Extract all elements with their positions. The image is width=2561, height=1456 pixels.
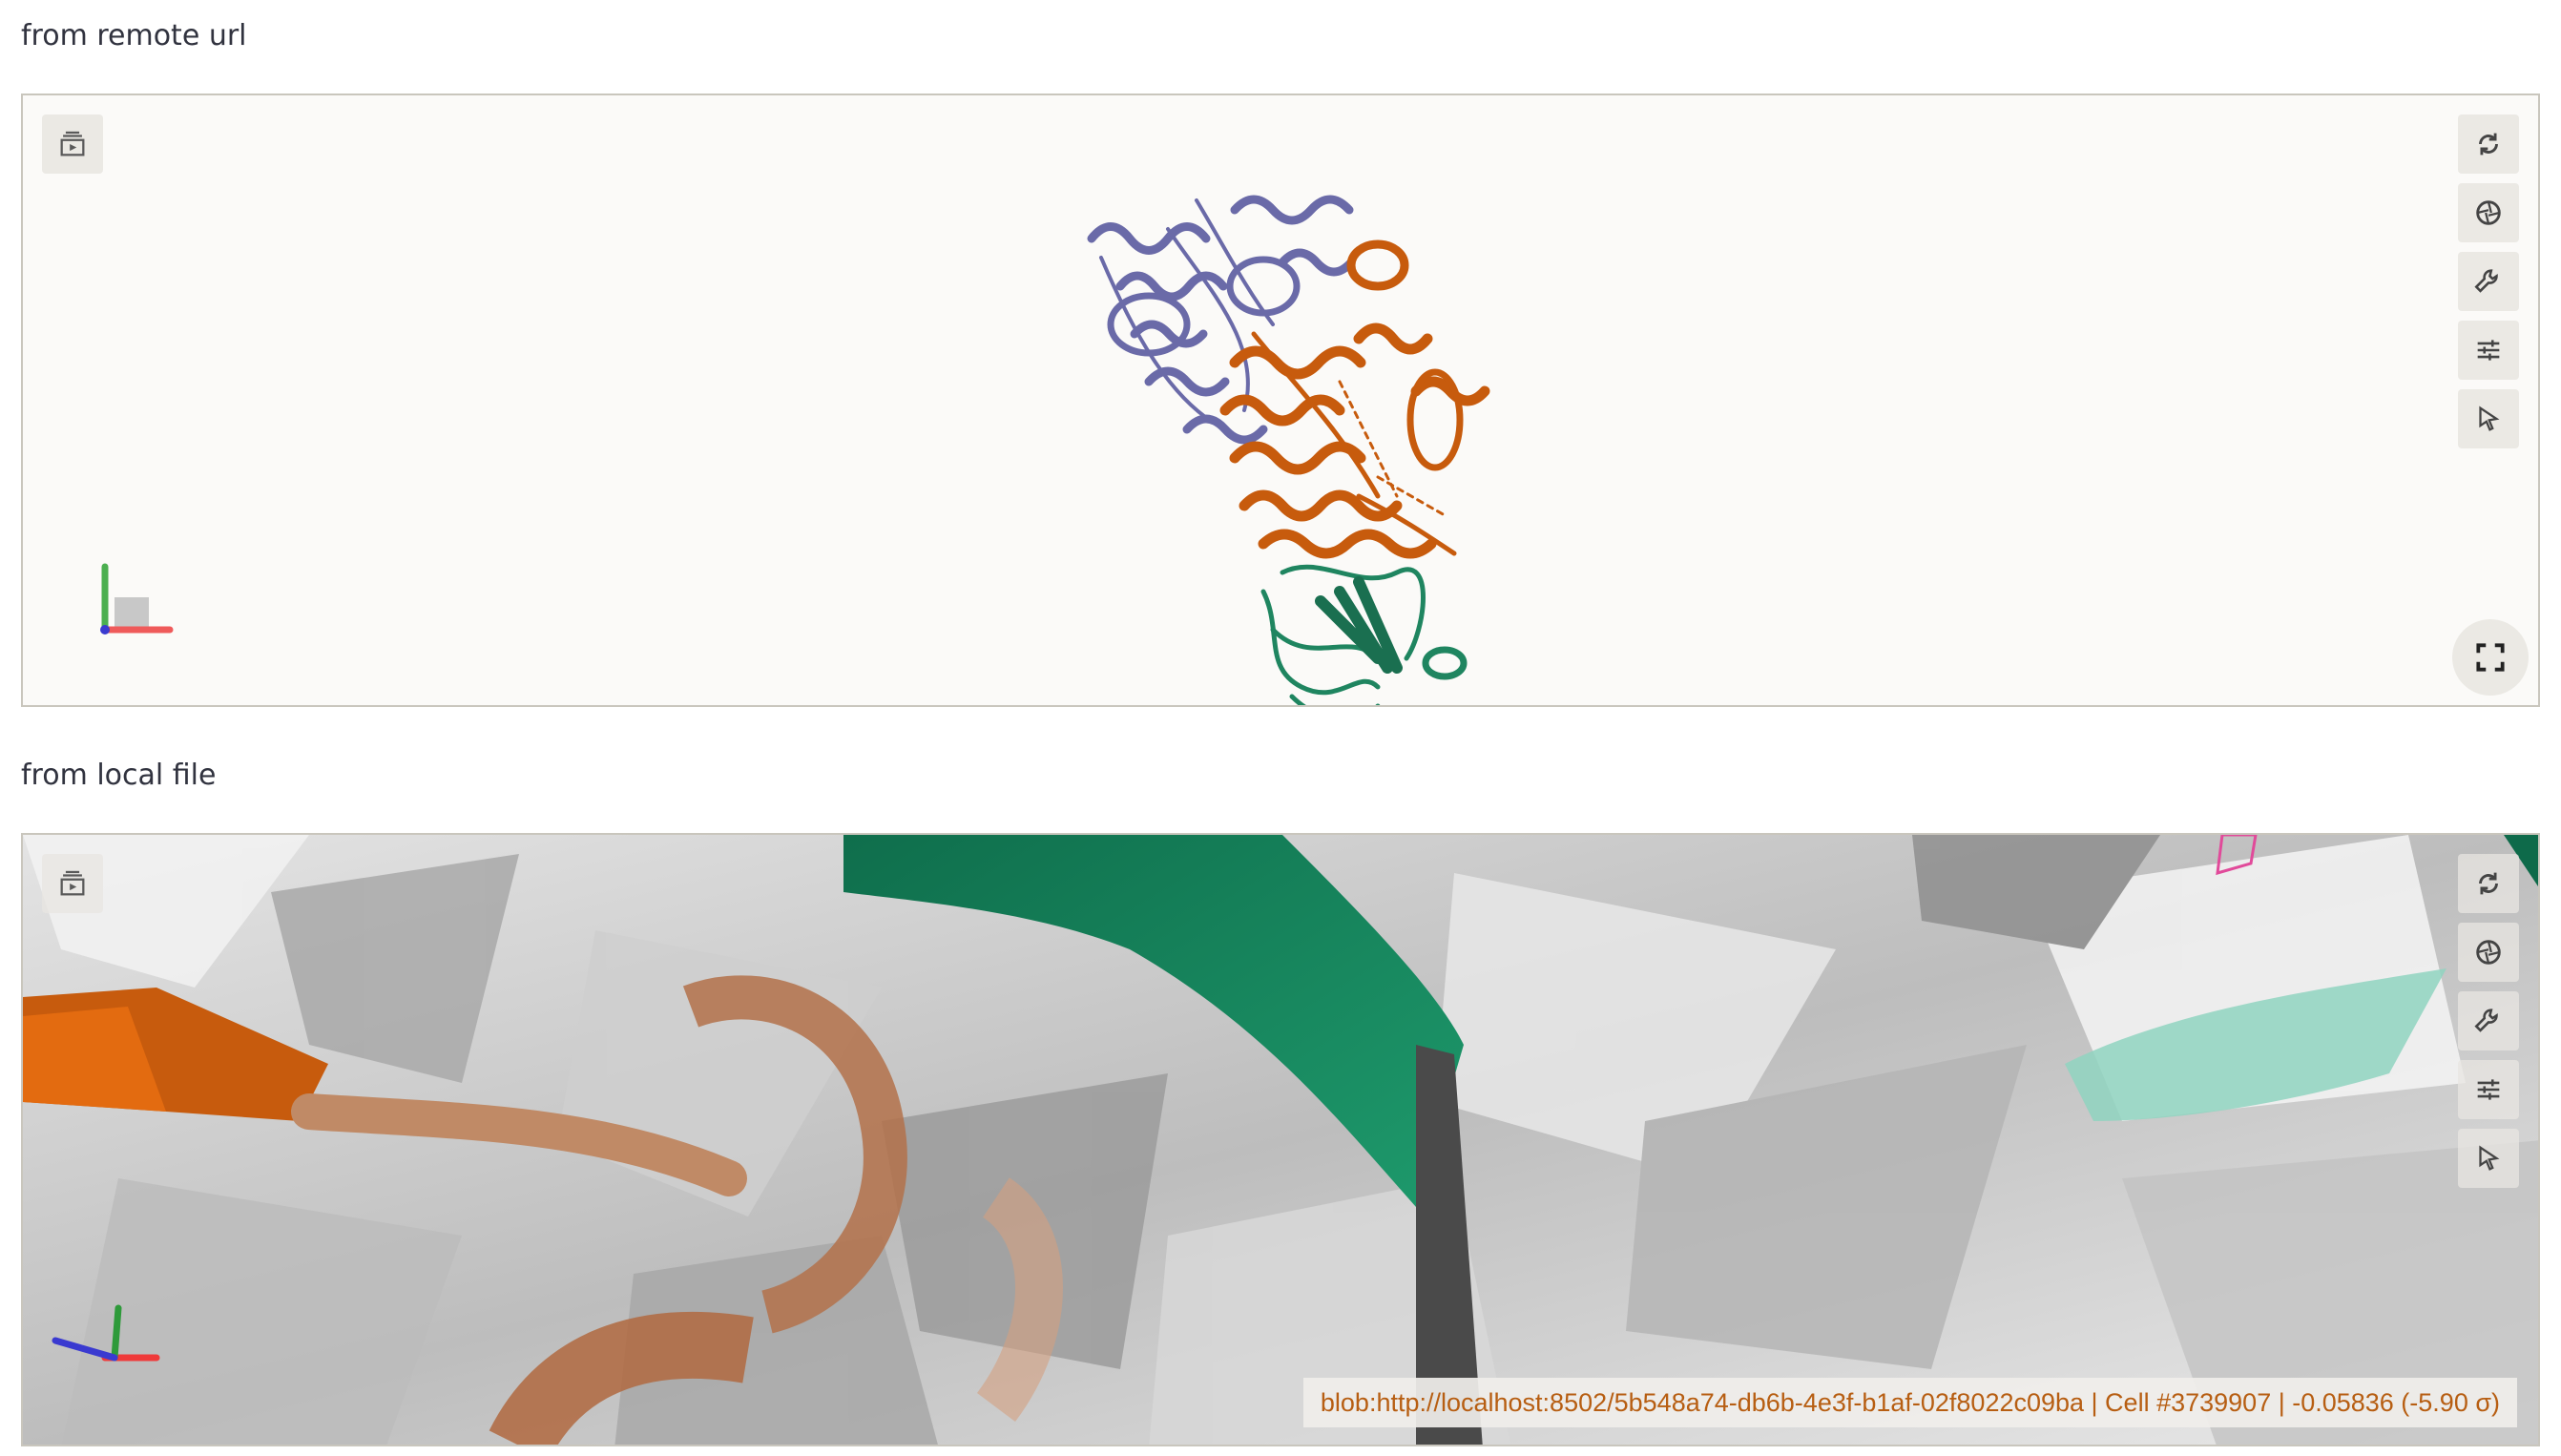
molstar-viewer-local[interactable]: blob:http://localhost:8502/5b548a74-db6b… [21, 833, 2540, 1446]
expand-icon [2476, 643, 2505, 672]
hover-info-readout: blob:http://localhost:8502/5b548a74-db6b… [1302, 1378, 2517, 1427]
wrench-icon [2474, 269, 2498, 293]
reset-view-button[interactable] [2458, 114, 2519, 174]
section-label-local: from local file [21, 759, 217, 792]
rotate-icon [2479, 133, 2498, 156]
axes-indicator [100, 563, 174, 634]
chain-c-cartoon [1260, 564, 1468, 705]
cursor-icon [2479, 1145, 2500, 1171]
screenshot-button[interactable] [2458, 923, 2519, 982]
aperture-icon [2476, 940, 2501, 965]
chain-a-cartoon [1087, 195, 1356, 445]
reset-view-button[interactable] [2458, 854, 2519, 913]
layers-play-icon [60, 870, 85, 896]
protein-structure-canvas[interactable] [23, 95, 2540, 707]
settings-button[interactable] [2458, 1060, 2519, 1119]
section-label-remote: from remote url [21, 19, 247, 52]
cursor-icon [2479, 406, 2500, 431]
rotate-icon [2479, 872, 2498, 895]
fullscreen-button[interactable] [2452, 619, 2529, 696]
wrench-icon [2474, 1009, 2498, 1032]
screenshot-button[interactable] [2458, 183, 2519, 242]
molstar-viewer-remote[interactable] [21, 94, 2540, 707]
toggle-panels-button[interactable] [42, 114, 103, 174]
tools-button[interactable] [2458, 991, 2519, 1050]
selection-mode-button[interactable] [2458, 1129, 2519, 1188]
chain-b-cartoon [1219, 239, 1490, 559]
chain-b-ribbon-local [23, 975, 1063, 1445]
density-map-canvas[interactable] [23, 835, 2540, 1446]
selection-marker [2216, 835, 2258, 876]
chain-c-ribbon-local [843, 835, 2538, 1445]
aperture-icon [2476, 200, 2501, 225]
layers-play-icon [60, 131, 85, 156]
selection-mode-button[interactable] [2458, 389, 2519, 448]
sliders-icon [2477, 340, 2500, 361]
toggle-panels-button[interactable] [42, 854, 103, 913]
tools-button[interactable] [2458, 252, 2519, 311]
settings-button[interactable] [2458, 321, 2519, 380]
sliders-icon [2477, 1079, 2500, 1100]
axes-indicator-local [52, 1304, 160, 1362]
